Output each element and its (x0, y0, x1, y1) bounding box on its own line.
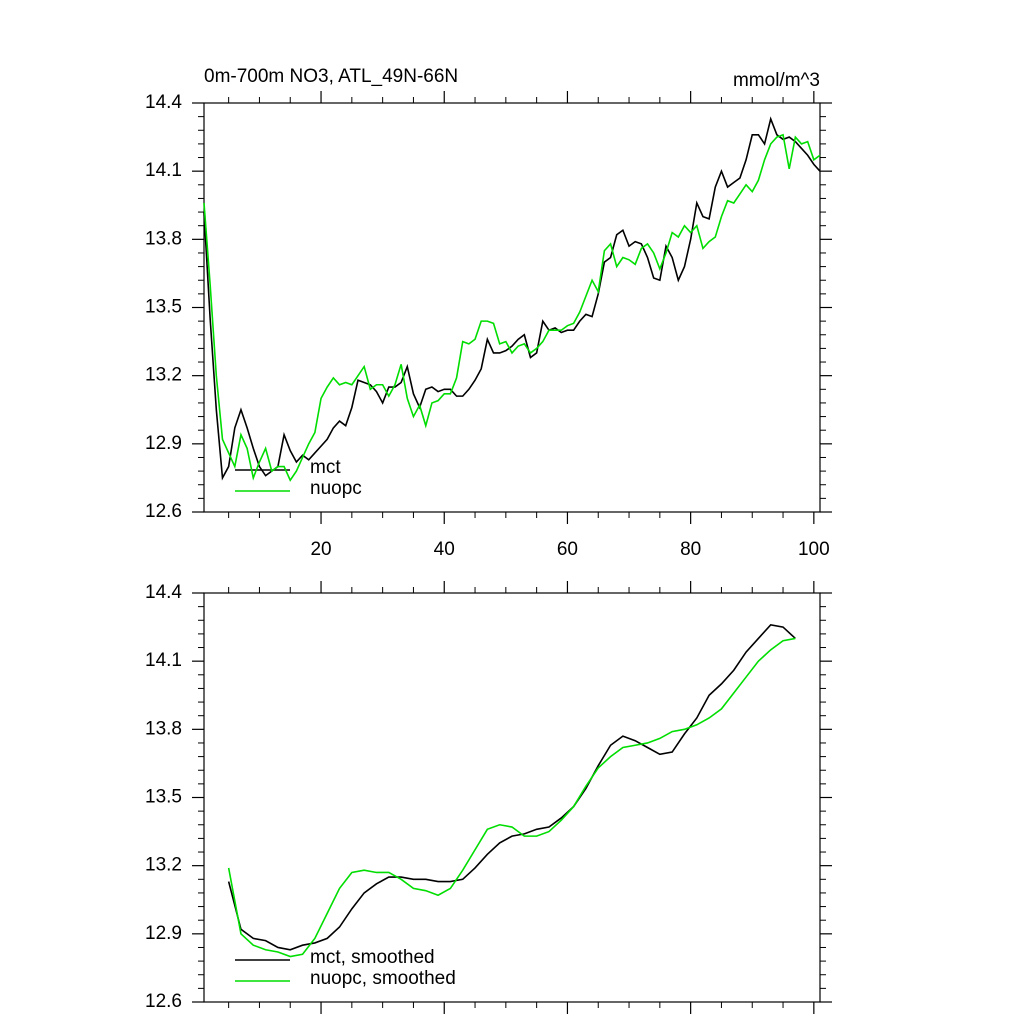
legend-label: mct (310, 457, 341, 478)
y-tick-label: 13.2 (145, 855, 182, 876)
y-tick-label: 12.6 (145, 501, 182, 522)
y-tick-label: 13.2 (145, 365, 182, 386)
series-line (227, 623, 796, 951)
series-line (203, 116, 821, 481)
x-tick-label: 80 (680, 539, 701, 560)
x-tick-label: 100 (798, 539, 830, 560)
y-tick-label: 13.5 (145, 787, 182, 808)
x-tick-label: 60 (557, 539, 578, 560)
series-line (203, 133, 821, 482)
units-label: mmol/m^3 (733, 70, 820, 91)
y-tick-label: 14.4 (145, 582, 182, 603)
y-tick-label: 14.1 (145, 650, 182, 671)
y-tick-label: 13.8 (145, 718, 182, 739)
x-tick-label: 40 (434, 539, 455, 560)
legend-label: nuopc (310, 478, 362, 499)
y-tick-label: 13.5 (145, 297, 182, 318)
series-line (227, 637, 796, 958)
legend-label: mct, smoothed (310, 947, 435, 968)
x-tick-label: 20 (310, 539, 331, 560)
y-tick-label: 13.8 (145, 228, 182, 249)
y-tick-label: 14.1 (145, 160, 182, 181)
plot-frame (203, 592, 821, 1003)
plot-frame (203, 102, 821, 513)
y-tick-label: 12.6 (145, 991, 182, 1012)
y-tick-label: 12.9 (145, 923, 182, 944)
legend-label: nuopc, smoothed (310, 968, 456, 989)
chart-title: 0m-700m NO3, ATL_49N-66N (204, 66, 458, 87)
y-tick-label: 12.9 (145, 433, 182, 454)
y-tick-label: 14.4 (145, 92, 182, 113)
